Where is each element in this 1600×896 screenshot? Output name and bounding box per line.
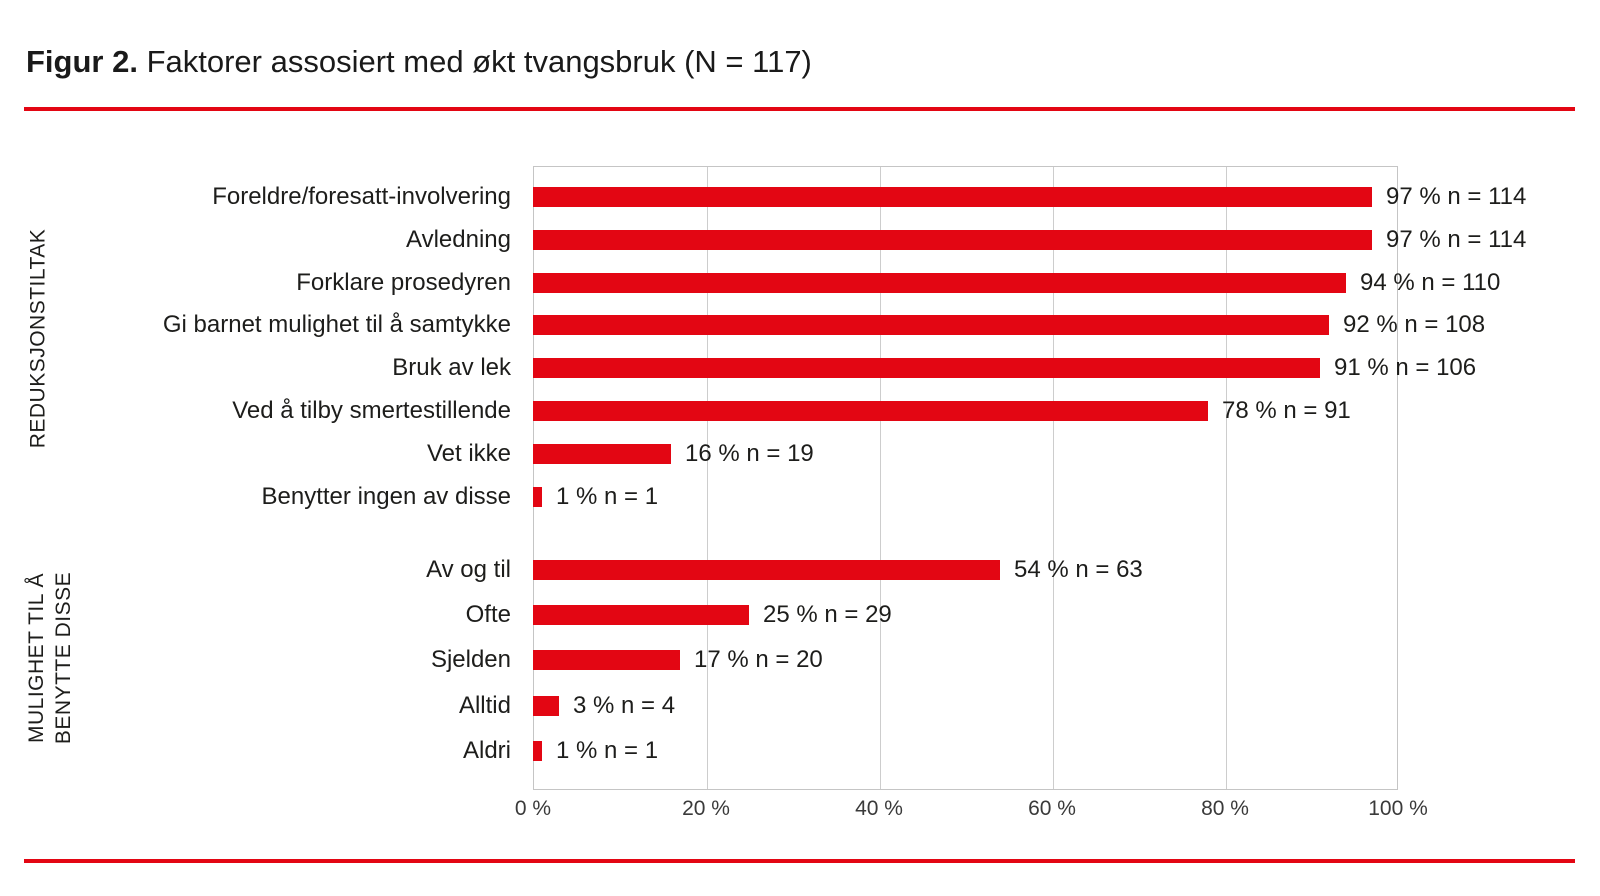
value-label: 1 % n = 1: [556, 482, 659, 510]
grid-line: [1226, 167, 1227, 789]
category-label: Forklare prosedyren: [296, 268, 511, 296]
grid-line: [880, 167, 881, 789]
category-label: Avledning: [406, 225, 511, 253]
bar: [533, 443, 671, 464]
category-label: Bruk av lek: [392, 354, 511, 382]
x-tick-label: 60 %: [1028, 797, 1076, 820]
category-label: Benytter ingen av disse: [261, 482, 511, 510]
value-label: 1 % n = 1: [556, 736, 659, 764]
group-label-mulighet-til-a-benytte-disse: MULIGHET TIL Å BENYTTE DISSE: [23, 498, 77, 818]
x-tick-label: 0 %: [514, 797, 552, 820]
plot-area: [533, 166, 1398, 790]
bar: [533, 187, 1372, 207]
bar: [533, 560, 1000, 580]
grid-line: [707, 167, 708, 789]
x-tick-label: 80 %: [1201, 797, 1249, 820]
value-label: 16 % n = 19: [685, 439, 814, 467]
bar: [533, 740, 542, 761]
x-tick-label: 100 %: [1368, 797, 1428, 820]
x-tick-label: 40 %: [855, 797, 903, 820]
bar: [533, 358, 1320, 379]
bar: [533, 605, 749, 626]
bar: [533, 272, 1346, 293]
value-label: 25 % n = 29: [763, 601, 892, 629]
category-label: Ofte: [465, 601, 511, 629]
value-label: 92 % n = 108: [1343, 311, 1486, 339]
category-label: Foreldre/foresatt-involvering: [212, 183, 511, 210]
bar: [533, 486, 542, 507]
group-label-reduksjonstiltak: REDUKSJONSTILTAK: [25, 179, 52, 499]
category-label: Av og til: [426, 556, 511, 583]
value-label: 91 % n = 106: [1334, 354, 1477, 382]
grid-line: [1053, 167, 1054, 789]
group-label-line: BENYTTE DISSE: [52, 571, 75, 745]
value-label: 78 % n = 91: [1222, 397, 1351, 424]
figure-title-prefix: Figur 2.: [26, 44, 138, 79]
value-label: 54 % n = 63: [1014, 556, 1143, 583]
bottom-rule: [24, 859, 1575, 863]
bar: [533, 650, 680, 671]
value-label: 97 % n = 114: [1386, 183, 1527, 210]
group-label-line: REDUKSJONSTILTAK: [26, 228, 50, 449]
top-rule: [24, 107, 1575, 111]
x-tick-label: 20 %: [682, 797, 730, 820]
value-label: 17 % n = 20: [694, 646, 823, 674]
category-label: Sjelden: [430, 646, 511, 674]
group-label-line: MULIGHET TIL Å: [25, 573, 48, 743]
bar: [533, 315, 1329, 336]
category-label: Gi barnet mulighet til å samtykke: [162, 311, 511, 339]
category-label: Ved å tilby smertestillende: [232, 397, 511, 424]
figure-title: Figur 2. Faktorer assosiert med økt tvan…: [26, 42, 812, 82]
bar: [533, 695, 559, 716]
bar: [533, 401, 1208, 421]
value-label: 3 % n = 4: [573, 691, 676, 719]
category-label: Alltid: [458, 691, 511, 719]
value-label: 97 % n = 114: [1386, 225, 1527, 253]
figure-title-text: Faktorer assosiert med økt tvangsbruk (N…: [146, 44, 812, 79]
bar: [533, 229, 1372, 250]
category-label: Aldri: [462, 736, 511, 764]
category-label: Vet ikke: [426, 439, 511, 467]
value-label: 94 % n = 110: [1360, 268, 1501, 296]
